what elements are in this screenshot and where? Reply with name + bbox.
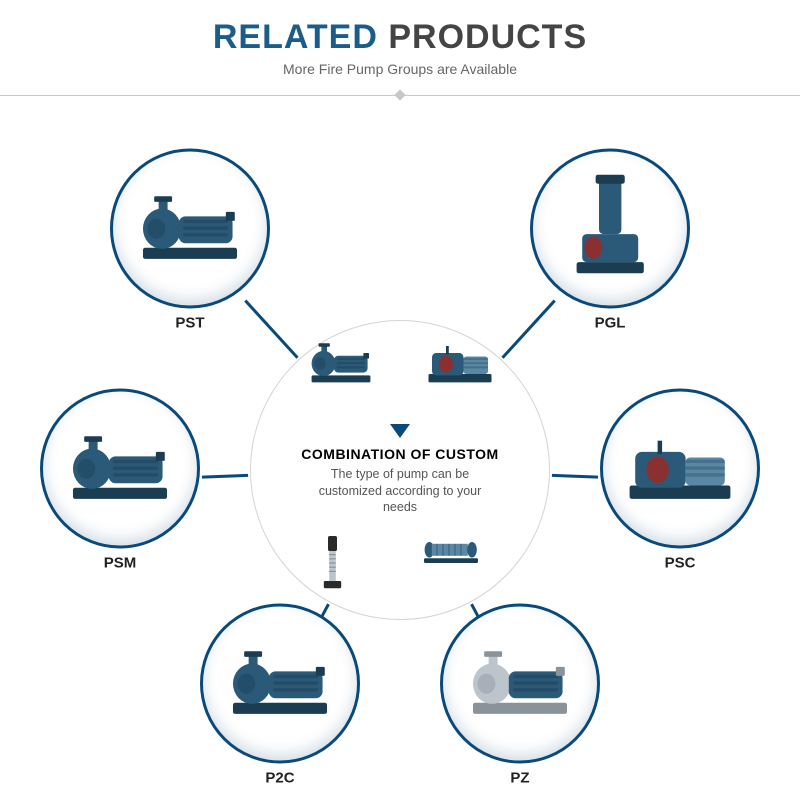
- product-circle: [40, 389, 200, 549]
- product-label: PZ: [440, 770, 600, 787]
- center-pump-icon: [319, 533, 346, 593]
- pump-icon: [624, 429, 736, 507]
- product-label: PGL: [530, 315, 690, 332]
- title-rest: PRODUCTS: [378, 18, 587, 56]
- center-pump-icon: [306, 339, 376, 388]
- product-node-pgl[interactable]: PGL: [530, 149, 690, 332]
- product-circle: [110, 149, 270, 309]
- product-circle: [200, 604, 360, 764]
- diagram-canvas: COMBINATION OF CUSTOM The type of pump c…: [0, 90, 800, 800]
- center-title: COMBINATION OF CUSTOM: [301, 446, 498, 462]
- product-node-psc[interactable]: PSC: [600, 389, 760, 572]
- product-circle: [530, 149, 690, 309]
- pump-icon: [425, 339, 495, 388]
- center-icons-top: [251, 339, 549, 388]
- product-node-p2c[interactable]: P2C: [200, 604, 360, 787]
- pump-icon: [319, 533, 346, 593]
- title-accent: RELATED: [213, 18, 378, 56]
- product-node-pst[interactable]: PST: [110, 149, 270, 332]
- product-node-psm[interactable]: PSM: [40, 389, 200, 572]
- center-pump-icon: [421, 533, 481, 593]
- chevron-down-icon: [390, 424, 410, 438]
- pump-icon: [134, 189, 246, 267]
- center-icons-bottom: [251, 533, 549, 593]
- center-pump-icon: [425, 339, 495, 388]
- page-subtitle: More Fire Pump Groups are Available: [0, 61, 800, 77]
- product-circle: [440, 604, 600, 764]
- product-label: PST: [110, 315, 270, 332]
- product-label: PSM: [40, 555, 200, 572]
- product-circle: [600, 389, 760, 549]
- pump-icon: [64, 429, 176, 507]
- product-label: P2C: [200, 770, 360, 787]
- pump-icon: [421, 533, 481, 567]
- header: RELATED PRODUCTS More Fire Pump Groups a…: [0, 0, 800, 77]
- pump-icon: [224, 644, 336, 722]
- center-node: COMBINATION OF CUSTOM The type of pump c…: [250, 320, 550, 620]
- pump-icon: [464, 644, 576, 722]
- page-title: RELATED PRODUCTS: [0, 18, 800, 57]
- pump-icon: [306, 339, 376, 388]
- product-node-pz[interactable]: PZ: [440, 604, 600, 787]
- pump-icon: [571, 173, 649, 285]
- product-label: PSC: [600, 555, 760, 572]
- center-desc: The type of pump can be customized accor…: [310, 466, 490, 517]
